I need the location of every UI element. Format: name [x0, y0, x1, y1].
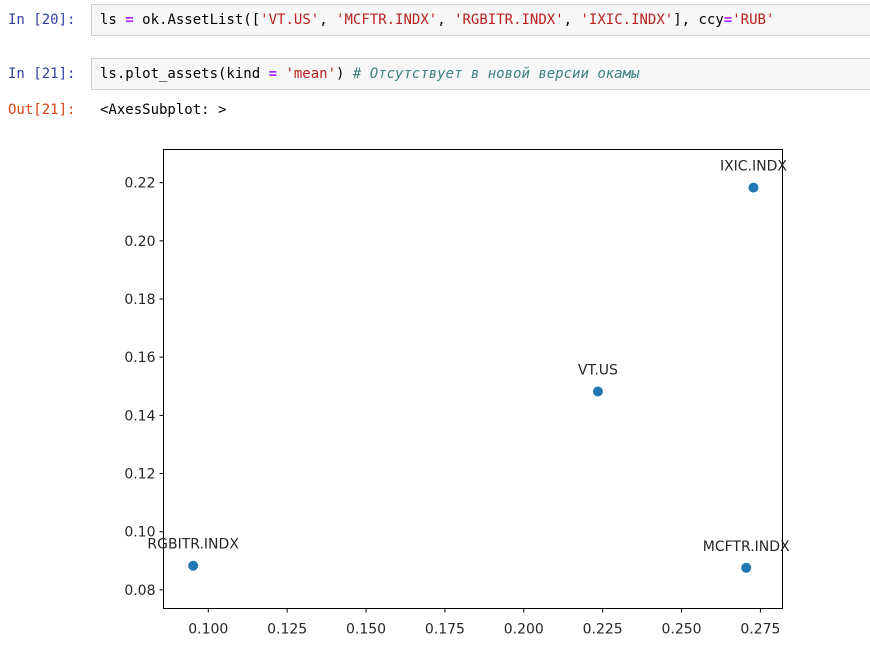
code-call: ok.AssetList([	[142, 12, 261, 28]
y-tick-label: 0.16	[124, 350, 155, 366]
plot-frame	[163, 149, 783, 609]
x-tick-label: 0.250	[661, 622, 701, 638]
y-tick-label: 0.12	[124, 467, 155, 483]
y-tick-label: 0.20	[124, 234, 155, 250]
code-punct: ,	[437, 12, 455, 28]
y-tick-label: 0.10	[124, 525, 155, 541]
code-string: 'VT.US'	[260, 12, 320, 28]
code-string: 'RGBITR.INDX'	[454, 12, 564, 28]
code-editor[interactable]: ls = ok.AssetList(['VT.US', 'MCFTR.INDX'…	[91, 4, 870, 36]
y-axis: 0.08 0.10 0.12 0.14 0.16 0.18 0.20 0.22	[124, 176, 164, 599]
x-tick-label: 0.150	[346, 622, 386, 638]
cell-prompt: In [20]:	[8, 12, 76, 28]
code-comment: # Отсутствует в новой версии окамы	[352, 66, 640, 82]
scatter-chart: 0.080.100.120.140.160.180.200.22 0.100 0.…	[124, 149, 790, 638]
code-operator: =	[268, 66, 278, 82]
y-tick-label: 0.08	[124, 583, 155, 599]
y-tick-label: 0.14	[124, 408, 155, 424]
scatter-point	[592, 386, 603, 397]
scatter-point	[188, 560, 199, 571]
x-tick-label: 0.225	[583, 622, 623, 638]
cell-prompt: In [21]:	[8, 66, 76, 82]
scatter-point	[741, 562, 752, 573]
point-label: IXIC.INDX	[720, 159, 787, 175]
output-prompt: Out[21]:	[8, 102, 76, 118]
point-label: VT.US	[578, 363, 618, 379]
code-string: 'IXIC.INDX'	[580, 12, 674, 28]
x-tick-label: 0.125	[267, 622, 307, 638]
code-string: 'MCFTR.INDX'	[336, 12, 438, 28]
code-operator: =	[723, 12, 733, 28]
code-operator: =	[116, 12, 143, 28]
code-editor[interactable]: ls.plot_assets(kind = 'mean') # Отсутств…	[91, 58, 870, 90]
data-points: VT.US MCFTR.INDX RGBITR.INDX IXIC.INDX	[147, 159, 790, 573]
code-variable: ls	[100, 12, 117, 28]
x-tick-label: 0.100	[188, 622, 228, 638]
point-label: RGBITR.INDX	[147, 537, 239, 553]
code-string: 'RUB'	[732, 12, 775, 28]
y-tick-label: 0.18	[124, 292, 155, 308]
output-text: <AxesSubplot: >	[100, 102, 227, 118]
code-punct: )	[336, 66, 353, 82]
code-punct: ,	[563, 12, 581, 28]
code-string: 'mean'	[285, 66, 337, 82]
x-tick-label: 0.200	[504, 622, 544, 638]
y-tick-label: 0.22	[124, 176, 155, 192]
x-tick-label: 0.175	[425, 622, 465, 638]
code-punct: ,	[319, 12, 337, 28]
x-tick-label: 0.275	[740, 622, 780, 638]
x-axis: 0.100 0.125 0.150 0.175 0.200 0.225 0.250 0.275	[188, 608, 780, 638]
point-label: MCFTR.INDX	[703, 539, 790, 555]
scatter-point	[748, 182, 759, 193]
code-call: ls.plot_assets(kind	[100, 66, 269, 82]
code-punct: ], ccy	[673, 12, 724, 28]
